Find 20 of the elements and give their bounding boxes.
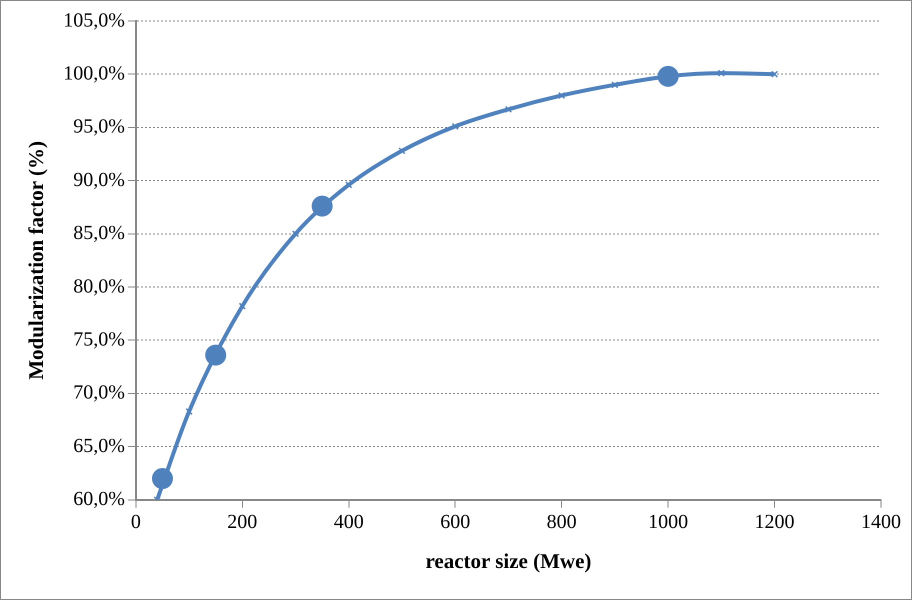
x-tick-label: 200	[227, 511, 258, 534]
x-axis-title: reactor size (Mwe)	[425, 548, 592, 573]
y-tick-label: 105,0%	[63, 9, 125, 32]
x-tick-label: 800	[546, 511, 577, 534]
x-tick-label: 0	[130, 511, 141, 534]
y-tick-label: 85,0%	[73, 222, 125, 244]
x-tick-label: 400	[334, 511, 364, 534]
y-tick-label: 75,0%	[73, 328, 125, 350]
y-tick-label: 90,0%	[73, 168, 125, 191]
x-tick-label: 600	[440, 511, 470, 534]
y-tick-label: 80,0%	[73, 275, 125, 298]
y-tick-label: 65,0%	[73, 434, 125, 457]
x-tick-label: 1000	[648, 511, 688, 534]
y-tick-label: 70,0%	[73, 382, 125, 404]
y-tick-label: 100,0%	[63, 62, 125, 84]
y-tick-label: 95,0%	[73, 116, 125, 138]
x-tick-label: 1400	[861, 511, 901, 534]
y-tick-label: 60,0%	[73, 488, 125, 510]
x-tick-label: 1200	[754, 511, 795, 534]
y-axis-title: Modularization factor (%)	[24, 141, 48, 380]
